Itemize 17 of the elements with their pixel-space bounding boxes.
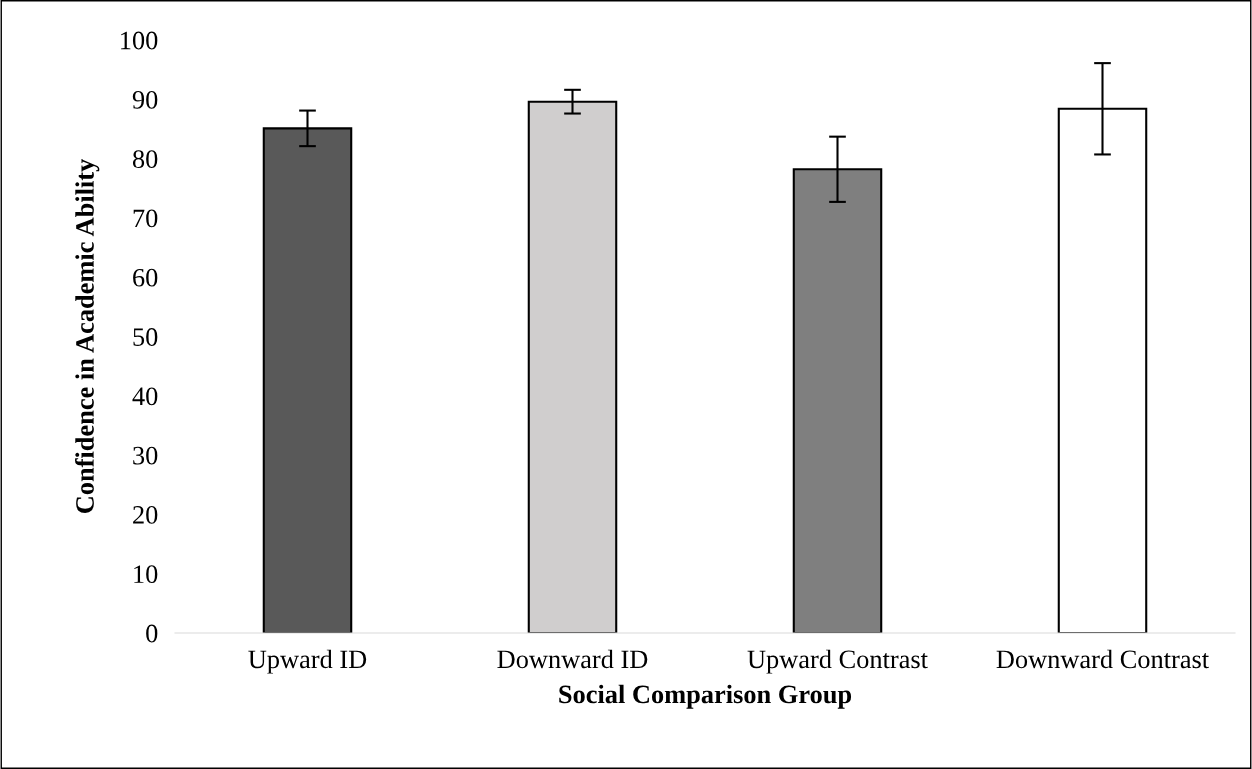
x-tick-label: Downward ID <box>497 649 648 669</box>
y-tick-label: 0 <box>146 624 158 643</box>
y-tick-label: 60 <box>133 268 158 287</box>
y-tick-label: 70 <box>133 209 158 228</box>
y-tick-label: 10 <box>134 565 158 584</box>
y-tick-label: 40 <box>132 387 158 406</box>
x-tick-label: Upward ID <box>248 649 367 674</box>
y-axis-title: Confidence in Academic Ability <box>75 158 100 513</box>
x-tick-label: Downward Contrast <box>996 649 1209 669</box>
x-tick-label: Upward Contrast <box>747 649 928 674</box>
x-axis-title: Social Comparison Group <box>559 684 852 709</box>
y-tick-label: 50 <box>133 328 158 346</box>
y-tick-label: 80 <box>132 150 158 169</box>
y-tick-label: 90 <box>132 90 158 109</box>
y-tick-label: 100 <box>121 31 158 50</box>
y-tick-label: 30 <box>133 446 158 465</box>
y-tick-label: 20 <box>133 506 158 524</box>
